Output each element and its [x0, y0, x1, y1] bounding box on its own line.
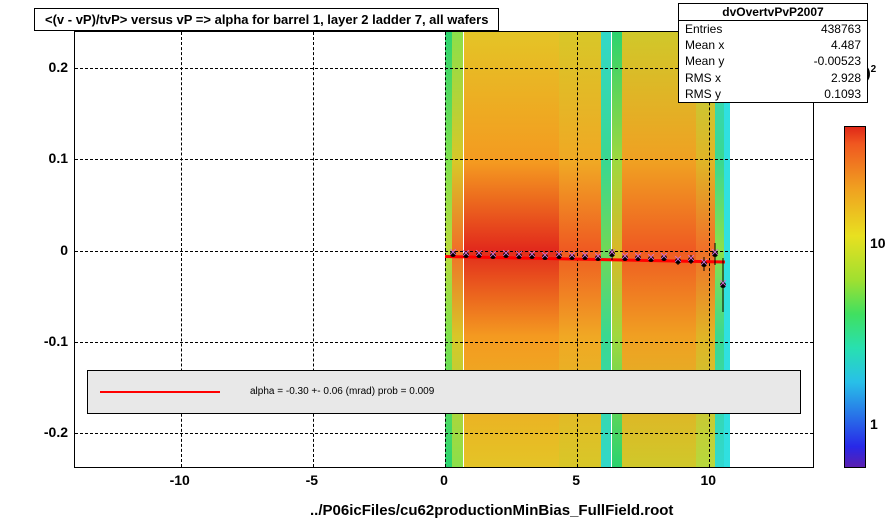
x-tick-label: -5 [306, 472, 318, 488]
stats-row-label: Entries [685, 21, 722, 37]
y-tick-label: 0.1 [8, 150, 68, 166]
data-marker-open [515, 250, 523, 258]
x-tick-label: 10 [700, 472, 716, 488]
data-marker-open [449, 248, 457, 256]
chart-title: <(v - vP)/tvP> versus vP => alpha for ba… [34, 8, 499, 31]
stats-row-value: 4.487 [831, 37, 861, 53]
stats-row-label: RMS x [685, 70, 721, 86]
stats-row: Mean x 4.487 [679, 37, 867, 53]
data-marker-open [568, 251, 576, 259]
data-marker-open [647, 253, 655, 261]
y-tick-label: -0.2 [8, 424, 68, 440]
stats-row: RMS x 2.928 [679, 70, 867, 86]
stats-box: dvOvertvPvP2007 Entries 438763 Mean x 4.487… [678, 3, 868, 103]
colorbar [844, 126, 866, 468]
data-marker-open [711, 248, 719, 256]
x-tick-label: 0 [440, 472, 448, 488]
data-marker-open [700, 258, 708, 266]
stats-title: dvOvertvPvP2007 [679, 4, 867, 21]
stats-row-value: -0.00523 [814, 53, 861, 69]
data-marker-open [555, 250, 563, 258]
data-marker-open [687, 254, 695, 262]
data-marker-open [608, 248, 616, 256]
stats-row-value: 0.1093 [824, 86, 861, 102]
data-marker-open [719, 279, 727, 287]
stats-row-label: RMS y [685, 86, 721, 102]
legend-line [100, 391, 220, 393]
x-tick-label: 5 [572, 472, 580, 488]
data-marker-open [581, 251, 589, 259]
colorbar-tick-label: 10 [870, 235, 886, 251]
file-path-label: ../P06icFiles/cu62productionMinBias_Full… [310, 502, 673, 519]
y-tick-label: 0.2 [8, 59, 68, 75]
colorbar-tick-label: 1 [870, 416, 878, 432]
data-marker-open [634, 252, 642, 260]
stats-row-label: Mean y [685, 53, 724, 69]
stats-row: Entries 438763 [679, 21, 867, 37]
data-marker-open [674, 255, 682, 263]
data-marker-open [621, 252, 629, 260]
stats-row-value: 2.928 [831, 70, 861, 86]
data-marker-open [489, 250, 497, 258]
stats-row: Mean y -0.00523 [679, 53, 867, 69]
data-marker-open [541, 251, 549, 259]
stats-row-label: Mean x [685, 37, 724, 53]
data-marker-open [462, 249, 470, 257]
x-tick-label: -10 [170, 472, 190, 488]
data-marker-open [660, 252, 668, 260]
legend-text: alpha = -0.30 +- 0.06 (mrad) prob = 0.00… [250, 386, 434, 397]
legend-box: alpha = -0.30 +- 0.06 (mrad) prob = 0.00… [87, 370, 801, 414]
data-marker-open [502, 249, 510, 257]
data-marker-open [594, 252, 602, 260]
data-marker-open [475, 249, 483, 257]
y-tick-label: -0.1 [8, 333, 68, 349]
y-tick-label: 0 [8, 242, 68, 258]
stats-row-value: 438763 [821, 21, 861, 37]
data-marker-open [528, 250, 536, 258]
stats-row: RMS y 0.1093 [679, 86, 867, 102]
